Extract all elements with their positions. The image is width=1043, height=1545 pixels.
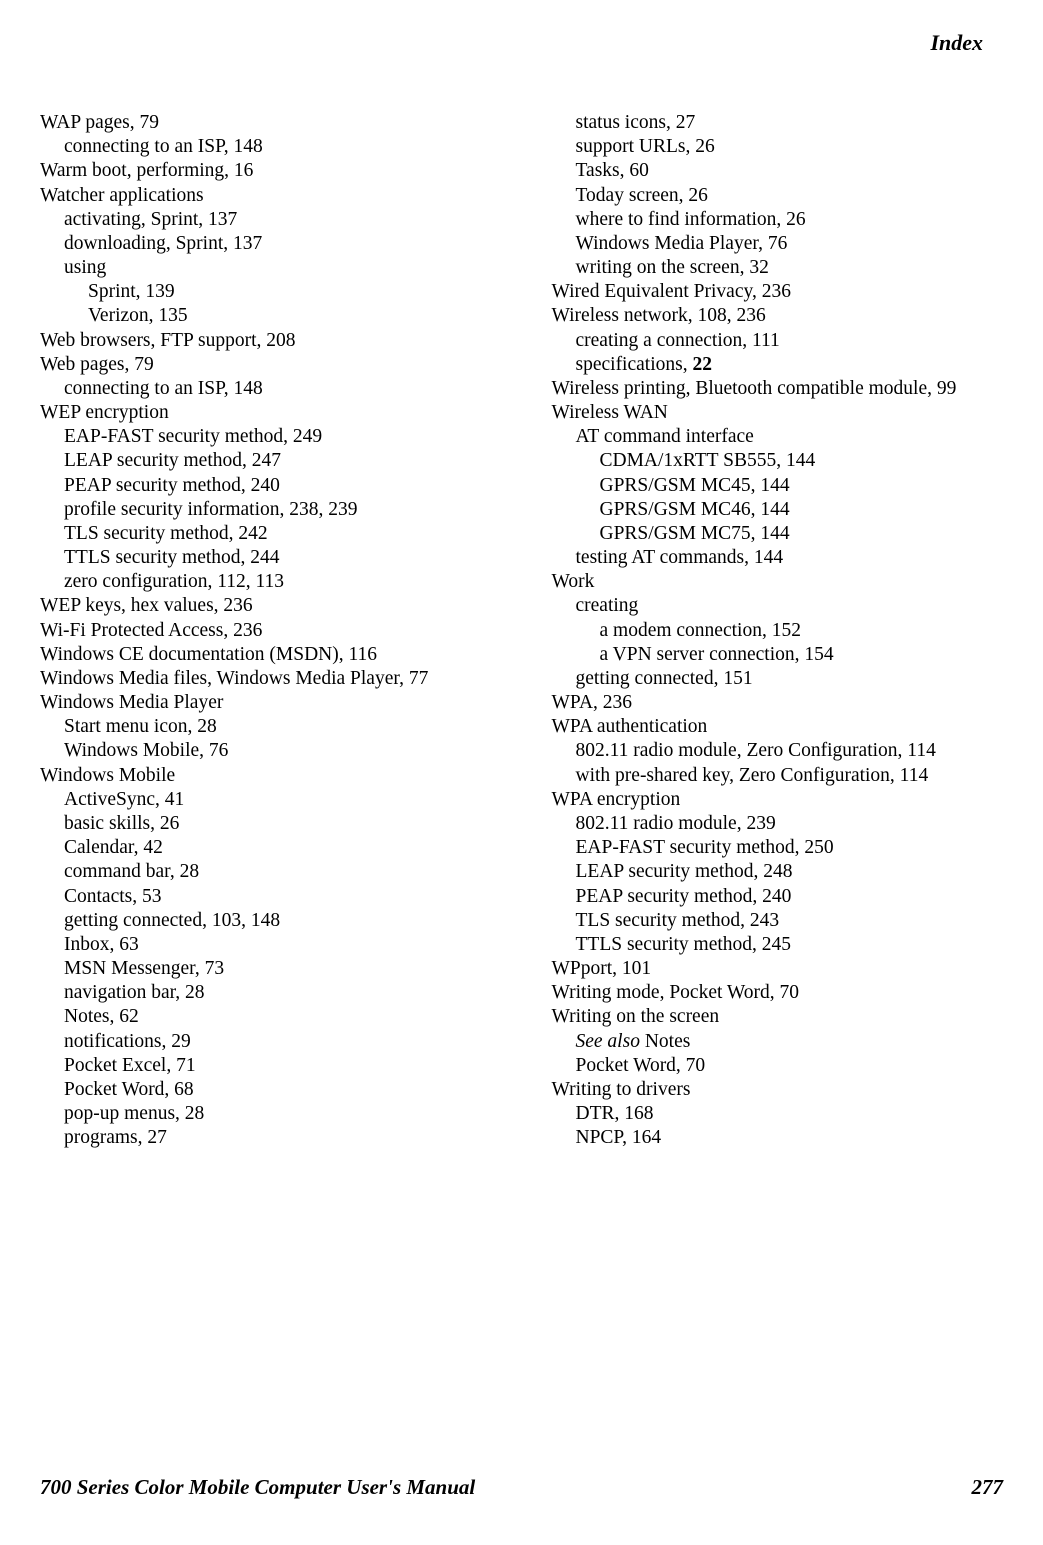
index-entry: See also Notes xyxy=(576,1030,1004,1054)
index-entry: PEAP security method, 240 xyxy=(576,885,1004,909)
index-entry: Wired Equivalent Privacy, 236 xyxy=(552,280,1004,304)
index-entry: NPCP, 164 xyxy=(576,1126,1004,1150)
index-entry: Writing on the screen xyxy=(552,1005,1004,1029)
index-entry: 802.11 radio module, 239 xyxy=(576,812,1004,836)
index-entry: WPA, 236 xyxy=(552,691,1004,715)
index-entry: status icons, 27 xyxy=(576,111,1004,135)
index-entry-part: 22 xyxy=(692,354,712,375)
index-entry: using xyxy=(64,256,492,280)
index-entry: connecting to an ISP, 148 xyxy=(64,135,492,159)
index-entry: WPA encryption xyxy=(552,788,1004,812)
index-entry: Wireless printing, Bluetooth compatible … xyxy=(552,377,1004,401)
index-entry-part: Notes xyxy=(640,1031,690,1052)
index-entry: WEP keys, hex values, 236 xyxy=(40,594,492,618)
index-entry: EAP-FAST security method, 250 xyxy=(576,836,1004,860)
index-entry: Notes, 62 xyxy=(64,1005,492,1029)
footer-manual-title: 700 Series Color Mobile Computer User's … xyxy=(40,1475,475,1500)
index-entry: where to find information, 26 xyxy=(576,208,1004,232)
index-entry: Inbox, 63 xyxy=(64,933,492,957)
index-entry: Windows CE documentation (MSDN), 116 xyxy=(40,643,492,667)
index-entry: Calendar, 42 xyxy=(64,836,492,860)
index-entry: Verizon, 135 xyxy=(88,304,492,328)
index-entry: getting connected, 151 xyxy=(576,667,1004,691)
index-entry: Windows Mobile, 76 xyxy=(64,739,492,763)
index-entry: navigation bar, 28 xyxy=(64,981,492,1005)
index-entry: creating xyxy=(576,594,1004,618)
index-entry: CDMA/1xRTT SB555, 144 xyxy=(600,449,1004,473)
index-entry: WPport, 101 xyxy=(552,957,1004,981)
index-entry: TLS security method, 243 xyxy=(576,909,1004,933)
index-entry: connecting to an ISP, 148 xyxy=(64,377,492,401)
index-entry: Wi-Fi Protected Access, 236 xyxy=(40,619,492,643)
index-entry: EAP-FAST security method, 249 xyxy=(64,425,492,449)
index-entry: Work xyxy=(552,570,1004,594)
index-columns: WAP pages, 79connecting to an ISP, 148Wa… xyxy=(40,111,1003,1150)
index-entry: GPRS/GSM MC46, 144 xyxy=(600,498,1004,522)
index-entry: Warm boot, performing, 16 xyxy=(40,159,492,183)
index-column-right: status icons, 27support URLs, 26Tasks, 6… xyxy=(552,111,1004,1150)
index-entry: GPRS/GSM MC45, 144 xyxy=(600,474,1004,498)
index-entry: Contacts, 53 xyxy=(64,885,492,909)
index-entry: AT command interface xyxy=(576,425,1004,449)
index-entry: TTLS security method, 245 xyxy=(576,933,1004,957)
index-entry: getting connected, 103, 148 xyxy=(64,909,492,933)
index-entry: zero configuration, 112, 113 xyxy=(64,570,492,594)
index-entry: Writing mode, Pocket Word, 70 xyxy=(552,981,1004,1005)
index-entry: creating a connection, 111 xyxy=(576,329,1004,353)
page-header-title: Index xyxy=(40,30,983,56)
page: Index WAP pages, 79connecting to an ISP,… xyxy=(0,0,1043,1545)
index-entry: basic skills, 26 xyxy=(64,812,492,836)
footer-page-number: 277 xyxy=(972,1475,1004,1500)
index-entry: ActiveSync, 41 xyxy=(64,788,492,812)
index-entry: Start menu icon, 28 xyxy=(64,715,492,739)
index-entry: Windows Media files, Windows Media Playe… xyxy=(40,667,492,691)
page-footer: 700 Series Color Mobile Computer User's … xyxy=(40,1475,1003,1500)
index-entry: programs, 27 xyxy=(64,1126,492,1150)
index-entry: Web pages, 79 xyxy=(40,353,492,377)
index-entry-part: specifications, xyxy=(576,354,693,375)
index-entry: Today screen, 26 xyxy=(576,184,1004,208)
index-entry: downloading, Sprint, 137 xyxy=(64,232,492,256)
index-entry: WEP encryption xyxy=(40,401,492,425)
index-entry: Pocket Word, 68 xyxy=(64,1078,492,1102)
index-entry: Watcher applications xyxy=(40,184,492,208)
index-entry: Pocket Word, 70 xyxy=(576,1054,1004,1078)
index-entry: DTR, 168 xyxy=(576,1102,1004,1126)
index-entry: Web browsers, FTP support, 208 xyxy=(40,329,492,353)
index-entry: LEAP security method, 247 xyxy=(64,449,492,473)
index-entry: Tasks, 60 xyxy=(576,159,1004,183)
index-entry: GPRS/GSM MC75, 144 xyxy=(600,522,1004,546)
index-entry: writing on the screen, 32 xyxy=(576,256,1004,280)
index-entry: a VPN server connection, 154 xyxy=(600,643,1004,667)
index-column-left: WAP pages, 79connecting to an ISP, 148Wa… xyxy=(40,111,492,1150)
index-entry: TLS security method, 242 xyxy=(64,522,492,546)
index-entry: a modem connection, 152 xyxy=(600,619,1004,643)
index-entry: support URLs, 26 xyxy=(576,135,1004,159)
index-entry: 802.11 radio module, Zero Configuration,… xyxy=(576,739,1004,763)
index-entry: WAP pages, 79 xyxy=(40,111,492,135)
index-entry: with pre-shared key, Zero Configuration,… xyxy=(576,764,1004,788)
index-entry: command bar, 28 xyxy=(64,860,492,884)
index-entry: specifications, 22 xyxy=(576,353,1004,377)
index-entry: Windows Mobile xyxy=(40,764,492,788)
index-entry: TTLS security method, 244 xyxy=(64,546,492,570)
index-entry: Wireless WAN xyxy=(552,401,1004,425)
index-entry: MSN Messenger, 73 xyxy=(64,957,492,981)
index-entry-part: See also xyxy=(576,1031,640,1052)
index-entry: Windows Media Player, 76 xyxy=(576,232,1004,256)
index-entry: pop-up menus, 28 xyxy=(64,1102,492,1126)
index-entry: Windows Media Player xyxy=(40,691,492,715)
index-entry: testing AT commands, 144 xyxy=(576,546,1004,570)
index-entry: LEAP security method, 248 xyxy=(576,860,1004,884)
index-entry: profile security information, 238, 239 xyxy=(64,498,492,522)
index-entry: activating, Sprint, 137 xyxy=(64,208,492,232)
index-entry: Pocket Excel, 71 xyxy=(64,1054,492,1078)
index-entry: PEAP security method, 240 xyxy=(64,474,492,498)
index-entry: notifications, 29 xyxy=(64,1030,492,1054)
index-entry: Sprint, 139 xyxy=(88,280,492,304)
index-entry: Wireless network, 108, 236 xyxy=(552,304,1004,328)
index-entry: Writing to drivers xyxy=(552,1078,1004,1102)
index-entry: WPA authentication xyxy=(552,715,1004,739)
